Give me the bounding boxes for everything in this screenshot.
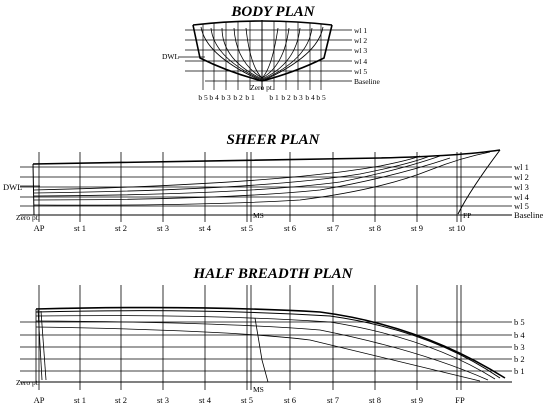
half-breadth-fp-label: FP bbox=[455, 395, 465, 405]
half-breadth-st6-label: st 6 bbox=[284, 395, 296, 405]
half-breadth-st3-label: st 3 bbox=[157, 395, 169, 405]
body-plan-b5-aft-label: b 5 bbox=[198, 93, 208, 102]
sheer-plan-wl2-label: wl 2 bbox=[514, 172, 529, 182]
body-plan-title: BODY PLAN bbox=[230, 4, 315, 20]
half-breadth-b3-label: b 3 bbox=[514, 342, 525, 352]
body-plan-b4-fwd-label: b 4 bbox=[305, 93, 315, 102]
body-plan-b3-fwd-label: b 3 bbox=[293, 93, 303, 102]
half-breadth-plan: HALF BREADTH PLAN bbox=[16, 266, 525, 405]
half-breadth-st2-label: st 2 bbox=[115, 395, 127, 405]
body-plan-wl5-label: wl 5 bbox=[354, 67, 367, 76]
sheer-plan-wl3-label: wl 3 bbox=[514, 182, 529, 192]
half-breadth-ms-label: MS bbox=[253, 385, 264, 394]
half-breadth-st1-label: st 1 bbox=[74, 395, 86, 405]
body-plan-b3-aft-label: b 3 bbox=[221, 93, 231, 102]
sheer-plan-wl5-label: wl 5 bbox=[514, 201, 529, 211]
body-plan-b2-fwd-label: b 2 bbox=[281, 93, 291, 102]
sheer-plan-st10-label: st 10 bbox=[449, 223, 465, 233]
half-breadth-st4-label: st 4 bbox=[199, 395, 212, 405]
sheer-plan-dwl-label: DWL bbox=[3, 182, 22, 192]
sheer-plan-fp-label: FP bbox=[463, 211, 471, 220]
body-plan-wl4-label: wl 4 bbox=[354, 57, 367, 66]
body-plan: BODY PLAN bbox=[162, 4, 380, 102]
body-plan-buttock-lines bbox=[202, 20, 322, 90]
body-plan-b1-fwd-label: b 1 bbox=[269, 93, 279, 102]
sheer-plan-ms-label: MS bbox=[253, 211, 264, 220]
half-breadth-st8-label: st 8 bbox=[369, 395, 381, 405]
half-breadth-stations bbox=[38, 285, 462, 390]
sheer-plan-st7-label: st 7 bbox=[327, 223, 339, 233]
body-plan-wl3-label: wl 3 bbox=[354, 46, 367, 55]
half-breadth-st5-label: st 5 bbox=[241, 395, 253, 405]
half-breadth-buttock-lines bbox=[20, 321, 512, 383]
body-plan-sections bbox=[200, 26, 324, 82]
body-plan-baseline-label: Baseline bbox=[354, 77, 380, 86]
sheer-plan: SHEER PLAN bbox=[3, 132, 543, 233]
sheer-plan-buttocks bbox=[33, 151, 491, 206]
body-plan-wl1-label: wl 1 bbox=[354, 26, 367, 35]
sheer-plan-st1-label: st 1 bbox=[74, 223, 86, 233]
sheer-plan-stern-profile bbox=[32, 163, 35, 216]
half-breadth-ap-label: AP bbox=[34, 395, 45, 405]
body-plan-b1-aft-label: b 1 bbox=[245, 93, 255, 102]
sheer-plan-st6-label: st 6 bbox=[284, 223, 296, 233]
sheer-plan-zero-label: Zero pt. bbox=[16, 213, 40, 222]
sheer-plan-title: SHEER PLAN bbox=[227, 132, 321, 148]
sheer-plan-wl4-label: wl 4 bbox=[514, 192, 530, 202]
sheer-plan-st8-label: st 8 bbox=[369, 223, 381, 233]
sheer-plan-st9-label: st 9 bbox=[411, 223, 423, 233]
body-plan-wl2-label: wl 2 bbox=[354, 36, 367, 45]
sheer-plan-ap-label: AP bbox=[34, 223, 45, 233]
body-plan-b2-aft-label: b 2 bbox=[233, 93, 243, 102]
half-breadth-zero-label: Zero pt. bbox=[16, 378, 40, 387]
half-breadth-b5-label: b 5 bbox=[514, 317, 525, 327]
half-breadth-b4-label: b 4 bbox=[514, 330, 525, 340]
sheer-plan-st4-label: st 4 bbox=[199, 223, 212, 233]
sheer-plan-baseline-label: Baseline bbox=[514, 210, 543, 220]
half-breadth-waterline-curves bbox=[35, 306, 506, 382]
half-breadth-st7-label: st 7 bbox=[327, 395, 339, 405]
half-breadth-b1-label: b 1 bbox=[514, 366, 525, 376]
sheer-plan-st2-label: st 2 bbox=[115, 223, 127, 233]
half-breadth-st9-label: st 9 bbox=[411, 395, 423, 405]
sheer-plan-wl1-label: wl 1 bbox=[514, 162, 529, 172]
sheer-plan-sheer-line bbox=[32, 149, 501, 165]
sheer-plan-waterlines bbox=[20, 166, 512, 216]
body-plan-b5-fwd-label: b 5 bbox=[316, 93, 326, 102]
half-breadth-transom bbox=[35, 309, 269, 383]
sheer-plan-stem-profile bbox=[457, 149, 501, 215]
body-plan-b4-aft-label: b 4 bbox=[209, 93, 219, 102]
half-breadth-plan-title: HALF BREADTH PLAN bbox=[193, 266, 354, 282]
body-plan-waterlines bbox=[178, 29, 352, 82]
half-breadth-b2-label: b 2 bbox=[514, 354, 525, 364]
sheer-plan-st5-label: st 5 bbox=[241, 223, 253, 233]
body-plan-dwl-label: DWL bbox=[162, 52, 179, 61]
body-plan-zero-label: Zero pt. bbox=[250, 83, 274, 92]
sheer-plan-st3-label: st 3 bbox=[157, 223, 169, 233]
